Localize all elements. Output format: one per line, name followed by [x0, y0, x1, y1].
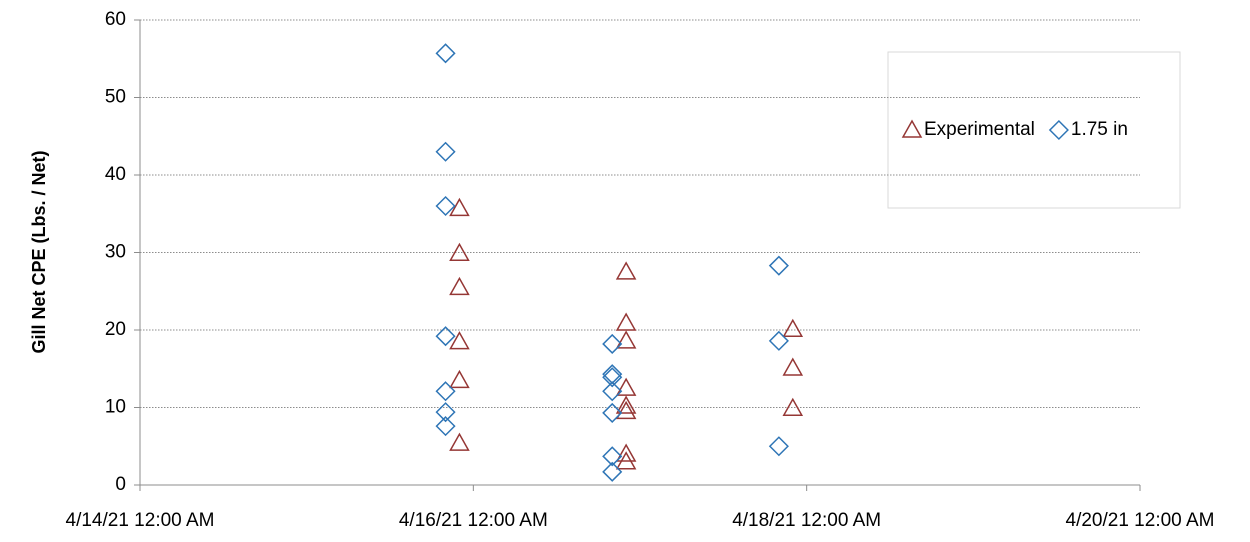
point	[449, 276, 470, 296]
point	[782, 318, 804, 337]
point	[782, 357, 804, 376]
y-tick-label: 30	[105, 242, 126, 263]
point	[615, 395, 637, 414]
point	[615, 261, 637, 280]
point	[435, 141, 456, 162]
point	[435, 195, 456, 217]
y-tick-label: 60	[105, 9, 126, 30]
legend-label: Experimental	[924, 119, 1035, 140]
point	[782, 397, 804, 417]
point	[615, 330, 637, 349]
legend-label: 1.75 in	[1071, 119, 1128, 140]
point	[435, 402, 456, 423]
point	[449, 432, 470, 451]
legend-marker	[1048, 119, 1069, 141]
y-tick-label: 20	[105, 319, 126, 340]
y-tick-label: 10	[105, 397, 126, 418]
point	[602, 402, 623, 423]
y-tick-label: 0	[115, 474, 126, 495]
point	[435, 43, 456, 64]
x-tick-label: 4/14/21 12:00 AM	[66, 510, 215, 531]
point	[602, 367, 623, 388]
point	[768, 330, 789, 351]
point	[449, 242, 470, 262]
legend-marker	[901, 119, 923, 138]
point	[615, 451, 637, 470]
point	[435, 326, 456, 347]
point	[602, 333, 623, 355]
point	[435, 416, 456, 437]
point	[602, 461, 623, 482]
point	[602, 446, 623, 467]
point	[615, 400, 637, 420]
point	[435, 381, 456, 402]
point	[615, 443, 637, 462]
point	[449, 331, 470, 350]
legend-box	[887, 51, 1181, 209]
x-tick-label: 4/16/21 12:00 AM	[399, 510, 548, 531]
point	[449, 197, 470, 217]
point	[615, 377, 637, 396]
point	[768, 436, 789, 457]
x-tick-label: 4/18/21 12:00 AM	[732, 510, 881, 531]
point	[615, 312, 637, 331]
y-tick-label: 40	[105, 164, 126, 185]
point	[602, 381, 623, 402]
point	[449, 369, 470, 389]
y-axis-label: Gill Net CPE (Lbs. / Net)	[29, 150, 49, 353]
y-tick-label: 50	[105, 87, 126, 108]
x-tick-label: 4/20/21 12:00 AM	[1066, 510, 1215, 531]
point	[768, 255, 789, 276]
